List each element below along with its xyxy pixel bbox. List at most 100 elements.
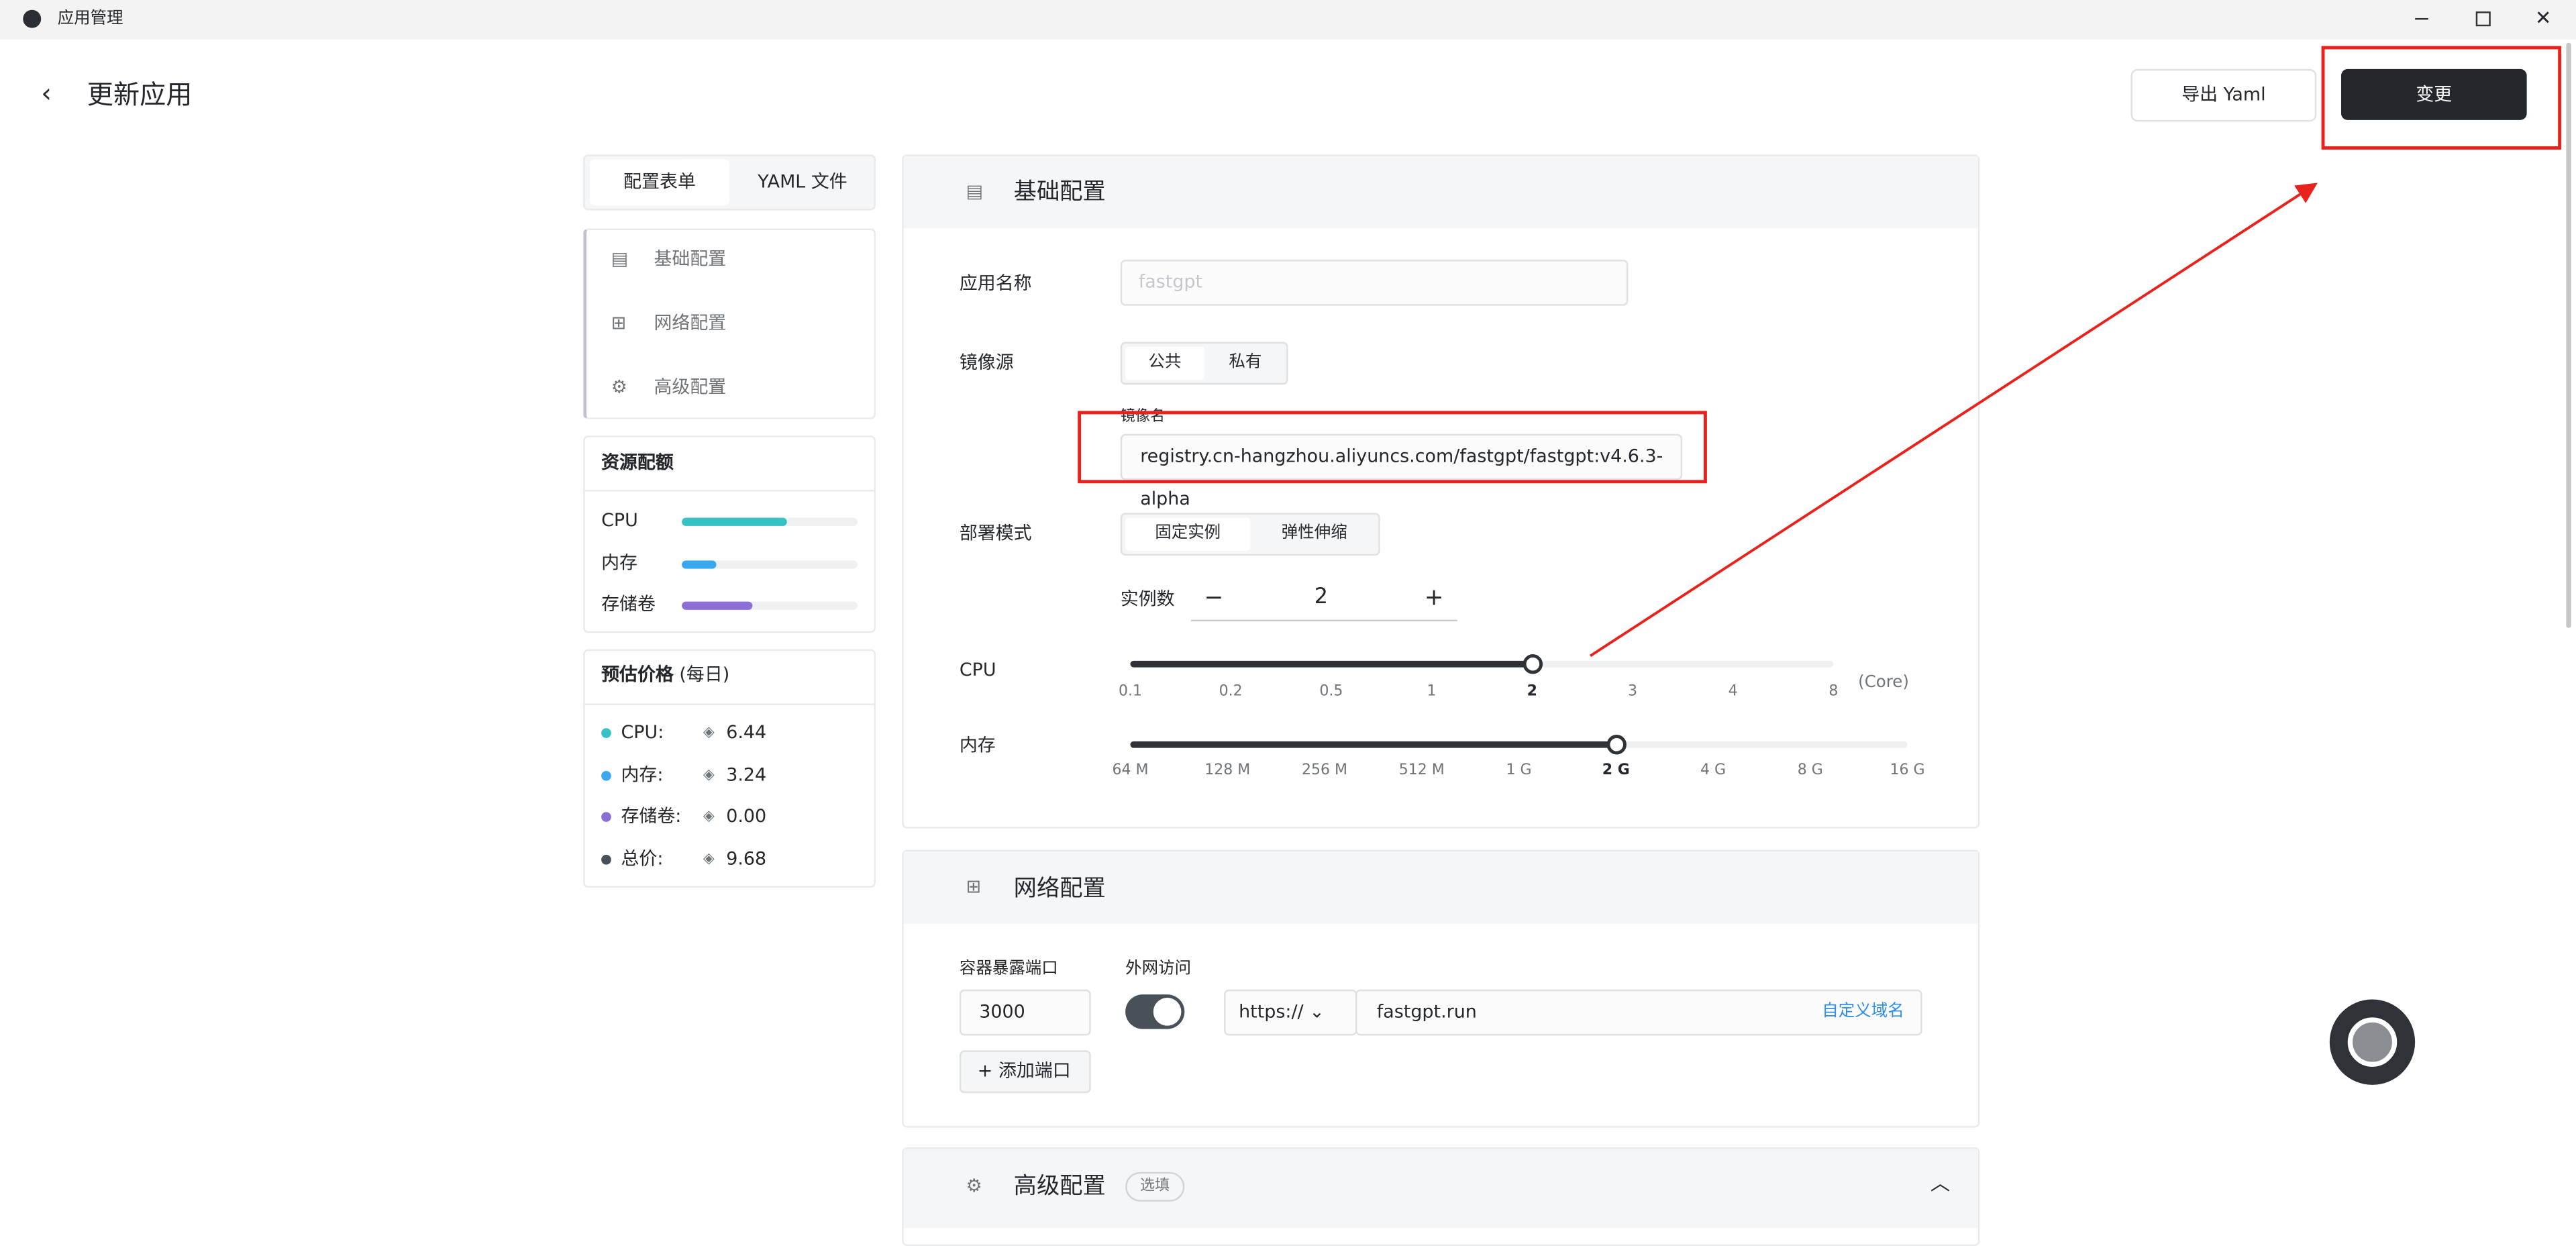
slider-mark[interactable]: 1 [1427, 684, 1437, 700]
field-label: 外网访问 [1125, 959, 1192, 978]
slider-mark[interactable]: 4 G [1700, 762, 1727, 780]
maximize[interactable] [2475, 11, 2491, 27]
price-dot [601, 855, 611, 865]
coin-icon: ◈ [703, 809, 715, 826]
field-label: CPU [959, 659, 996, 681]
mode-option-active[interactable]: 固定实例 [1125, 517, 1251, 551]
slider-mark[interactable]: 3 [1627, 684, 1637, 700]
section-title: 高级配置 [1013, 1174, 1106, 1200]
nav-item[interactable]: 基础配置 [654, 248, 727, 270]
page-title: 更新应用 [87, 79, 193, 111]
protocol: https:// [1239, 1000, 1304, 1023]
quota-bar [682, 601, 752, 610]
coin-icon: ◈ [703, 767, 715, 784]
coin-icon: ◈ [703, 851, 715, 868]
quota-title: 资源配额 [601, 452, 674, 474]
back-button[interactable]: ‹ [41, 77, 52, 109]
field-label: 容器暴露端口 [959, 959, 1058, 978]
slider-mark[interactable]: 8 G [1797, 762, 1823, 780]
name-input[interactable]: fastgpt [1120, 260, 1629, 306]
public-toggle[interactable] [1125, 994, 1185, 1029]
price-label: CPU: [621, 721, 664, 743]
decrement[interactable]: − [1204, 585, 1224, 612]
price-card [583, 649, 876, 888]
custom-domain-link[interactable]: 自定义域名 [1822, 1002, 1904, 1021]
field-label: 内存 [959, 735, 996, 756]
price-note: (每日) [679, 664, 730, 686]
slider-mark[interactable]: 128 M [1204, 762, 1251, 780]
slider-mark[interactable]: 512 M [1398, 762, 1445, 780]
quota-label: 存储卷 [601, 593, 656, 615]
optional-badge: 选填 [1125, 1172, 1185, 1202]
advanced-card [902, 1147, 1980, 1246]
tab[interactable]: YAML 文件 [758, 170, 847, 193]
field-label: 实例数 [1120, 588, 1175, 610]
price-dot [601, 770, 611, 780]
price-title: 预估价格 (每日) [601, 662, 729, 688]
nav-card [583, 228, 876, 419]
price-dot [601, 728, 611, 738]
collapse[interactable]: ︿ [1930, 1172, 1951, 1196]
export-yaml-button[interactable]: 导出 Yaml [2130, 68, 2317, 122]
slider-handle[interactable] [1606, 735, 1626, 755]
slider-fill [1130, 741, 1616, 748]
section-title: 基础配置 [1013, 179, 1106, 206]
app-name: 应用管理 [57, 9, 123, 28]
replicas-value: 2 [1314, 585, 1328, 610]
price-label: 总价: [621, 848, 664, 870]
quota-bar [682, 560, 717, 568]
slider-mark[interactable]: 0.5 [1319, 684, 1343, 700]
price-value: 9.68 [726, 848, 767, 870]
slider-mark[interactable]: 16 G [1890, 762, 1925, 780]
nav-item[interactable]: 高级配置 [654, 376, 727, 398]
add-port-button[interactable]: + 添加端口 [959, 1050, 1091, 1094]
quota-track [682, 560, 858, 568]
image-input[interactable]: registry.cn-hangzhou.aliyuncs.com/fastgp… [1120, 433, 1683, 509]
close[interactable]: ✕ [2534, 6, 2552, 30]
slider-mark[interactable]: 0.1 [1118, 684, 1143, 700]
protocol-select[interactable]: https:// ⌄ [1224, 989, 1357, 1036]
float-button[interactable] [2329, 999, 2416, 1085]
tab-active[interactable]: 配置表单 [589, 159, 730, 206]
slider-mark[interactable]: 64 M [1112, 762, 1149, 780]
source-option[interactable]: 私有 [1229, 353, 1262, 372]
increment[interactable]: + [1424, 585, 1444, 612]
add-port-label: 添加端口 [998, 1060, 1071, 1082]
scrollbar[interactable] [2566, 42, 2571, 628]
slider-mark[interactable]: 256 M [1301, 762, 1348, 780]
quota-card [583, 435, 876, 633]
highlight-box [2321, 46, 2562, 150]
title-bar [0, 0, 2576, 40]
minimize[interactable] [2415, 17, 2428, 20]
field-label: 镜像源 [959, 352, 1014, 374]
price-value: 3.24 [726, 764, 767, 786]
field-label: 应用名称 [959, 272, 1032, 295]
slider-mark[interactable]: 2 G [1602, 762, 1630, 780]
highlight-box [1078, 411, 1707, 484]
nav-item[interactable]: 网络配置 [654, 312, 727, 334]
mode-option[interactable]: 弹性伸缩 [1281, 524, 1347, 543]
slider-mark[interactable]: 2 [1527, 684, 1537, 700]
source-option-active[interactable]: 公共 [1125, 346, 1204, 380]
section-title: 网络配置 [1013, 876, 1106, 902]
quota-bar [682, 517, 788, 526]
coin-icon: ◈ [703, 725, 715, 741]
field-label: 部署模式 [959, 523, 1032, 544]
price-value: 0.00 [726, 806, 767, 828]
app-icon [23, 9, 42, 28]
port-input[interactable]: 3000 [959, 989, 1091, 1036]
slider-mark[interactable]: 0.2 [1219, 684, 1243, 700]
slider-mark[interactable]: 8 [1828, 684, 1839, 700]
slider-mark[interactable]: 4 [1728, 684, 1738, 700]
quota-label: 内存 [601, 551, 637, 573]
price-value: 6.44 [726, 721, 767, 743]
slider-handle[interactable] [1522, 654, 1542, 674]
submit-button[interactable]: 变更 [2340, 68, 2527, 120]
price-label: 存储卷: [621, 806, 682, 828]
quota-label: CPU [601, 509, 638, 531]
slider-mark[interactable]: 1 G [1506, 762, 1532, 780]
price-heading: 预估价格 [601, 664, 674, 686]
domain-input[interactable]: fastgpt.run [1355, 989, 1922, 1036]
slider-fill [1130, 660, 1533, 668]
